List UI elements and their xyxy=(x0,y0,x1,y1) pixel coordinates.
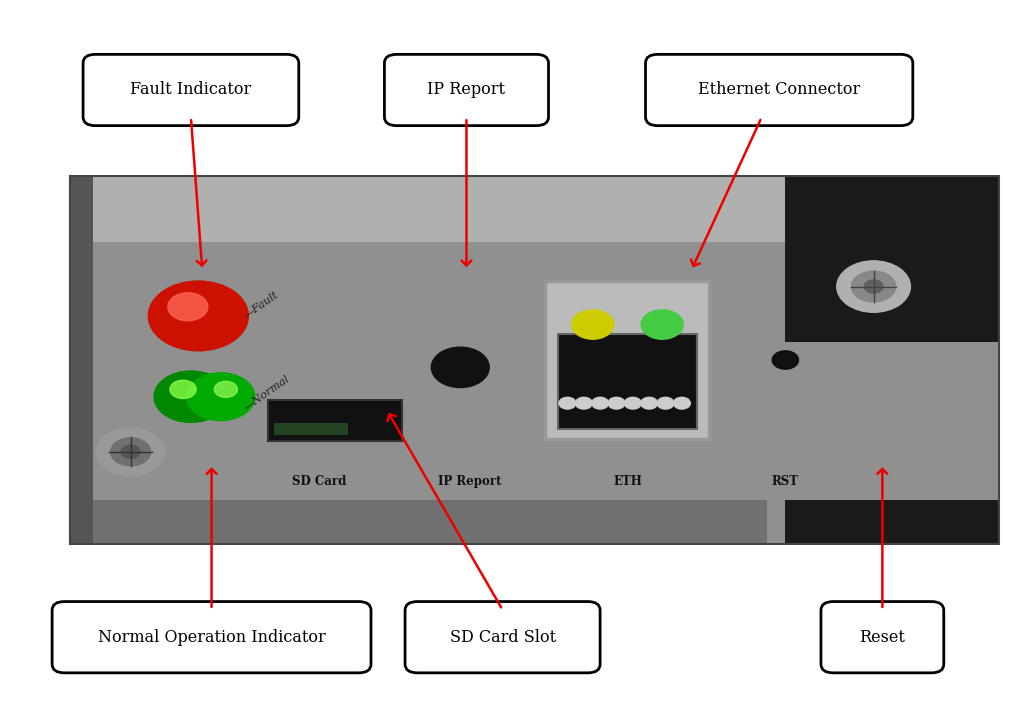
Circle shape xyxy=(149,281,249,351)
Bar xyxy=(70,176,999,544)
Text: —Normal: —Normal xyxy=(241,374,292,413)
Circle shape xyxy=(170,380,196,399)
FancyBboxPatch shape xyxy=(405,601,600,672)
Text: Reset: Reset xyxy=(860,629,905,646)
Text: SD Card: SD Card xyxy=(291,474,346,487)
FancyBboxPatch shape xyxy=(821,601,943,672)
Bar xyxy=(785,500,999,544)
Circle shape xyxy=(772,351,799,369)
Circle shape xyxy=(608,397,625,409)
Circle shape xyxy=(851,271,896,302)
Text: RST: RST xyxy=(772,474,799,487)
Circle shape xyxy=(624,397,641,409)
FancyBboxPatch shape xyxy=(384,55,549,125)
FancyBboxPatch shape xyxy=(646,55,912,125)
FancyBboxPatch shape xyxy=(545,281,709,439)
Bar xyxy=(70,176,999,243)
Circle shape xyxy=(657,397,674,409)
FancyBboxPatch shape xyxy=(52,601,370,672)
Bar xyxy=(558,334,697,429)
Circle shape xyxy=(154,371,228,423)
Circle shape xyxy=(96,428,165,476)
Bar xyxy=(785,176,999,341)
Text: Normal Operation Indicator: Normal Operation Indicator xyxy=(98,629,325,646)
Circle shape xyxy=(641,397,657,409)
Text: Fault Indicator: Fault Indicator xyxy=(130,81,252,99)
Bar xyxy=(70,176,999,544)
Bar xyxy=(70,176,93,544)
Text: SD Card Slot: SD Card Slot xyxy=(450,629,555,646)
Circle shape xyxy=(559,397,576,409)
Text: Ethernet Connector: Ethernet Connector xyxy=(698,81,861,99)
Text: IP Report: IP Report xyxy=(427,81,506,99)
Circle shape xyxy=(215,382,237,397)
Text: —Fault: —Fault xyxy=(241,289,281,320)
Text: IP Report: IP Report xyxy=(438,474,502,487)
Circle shape xyxy=(641,310,683,339)
Circle shape xyxy=(591,397,609,409)
Bar xyxy=(275,423,349,435)
Bar xyxy=(70,500,767,544)
Circle shape xyxy=(864,280,883,293)
Bar xyxy=(267,400,402,441)
Circle shape xyxy=(572,310,614,339)
Circle shape xyxy=(576,397,592,409)
Circle shape xyxy=(187,373,255,420)
Circle shape xyxy=(168,293,207,320)
Circle shape xyxy=(674,397,690,409)
Circle shape xyxy=(431,347,489,387)
Circle shape xyxy=(121,445,140,459)
FancyBboxPatch shape xyxy=(83,55,298,125)
Circle shape xyxy=(837,261,910,312)
Text: ETH: ETH xyxy=(613,474,642,487)
Circle shape xyxy=(110,438,151,466)
